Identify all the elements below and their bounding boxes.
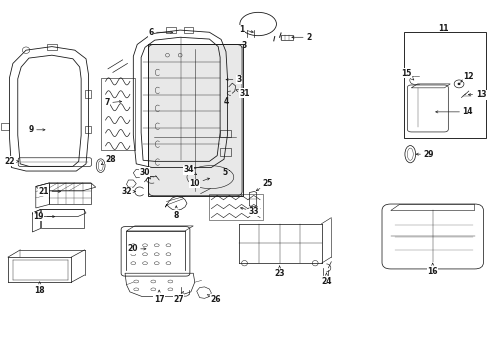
Text: 25: 25: [256, 179, 272, 191]
Text: 30: 30: [139, 168, 150, 179]
Text: 11: 11: [437, 24, 448, 33]
Text: 3: 3: [225, 75, 241, 84]
Text: 5: 5: [222, 168, 227, 177]
Text: 26: 26: [207, 294, 220, 303]
Text: 20: 20: [127, 244, 145, 253]
Text: 23: 23: [274, 266, 285, 278]
Bar: [148, 44, 243, 196]
Text: 10: 10: [189, 178, 209, 188]
Text: 1: 1: [239, 25, 253, 34]
Text: 32: 32: [121, 187, 135, 196]
Text: 13: 13: [468, 90, 485, 99]
Text: 18: 18: [34, 282, 45, 295]
Text: 4: 4: [223, 96, 228, 105]
Text: 33: 33: [240, 207, 259, 216]
Text: 8: 8: [173, 206, 179, 220]
Text: 21: 21: [38, 187, 61, 196]
Bar: [404, 32, 486, 138]
Text: 16: 16: [427, 263, 437, 276]
Text: 17: 17: [154, 290, 164, 303]
Text: 12: 12: [460, 72, 473, 82]
Text: 6: 6: [148, 28, 172, 37]
Text: 34: 34: [183, 166, 196, 175]
Text: 14: 14: [435, 107, 472, 116]
Text: 22: 22: [4, 157, 19, 166]
Text: 3: 3: [242, 41, 246, 50]
Text: 28: 28: [101, 155, 116, 165]
Ellipse shape: [457, 83, 460, 85]
Text: 31: 31: [236, 89, 249, 98]
Text: 19: 19: [33, 212, 55, 221]
Text: 27: 27: [173, 292, 183, 303]
Text: 2: 2: [291, 33, 311, 42]
Text: 15: 15: [400, 69, 413, 80]
Text: 29: 29: [415, 150, 433, 159]
Text: 7: 7: [104, 98, 122, 107]
Text: 9: 9: [28, 125, 45, 134]
Text: 24: 24: [321, 273, 331, 285]
